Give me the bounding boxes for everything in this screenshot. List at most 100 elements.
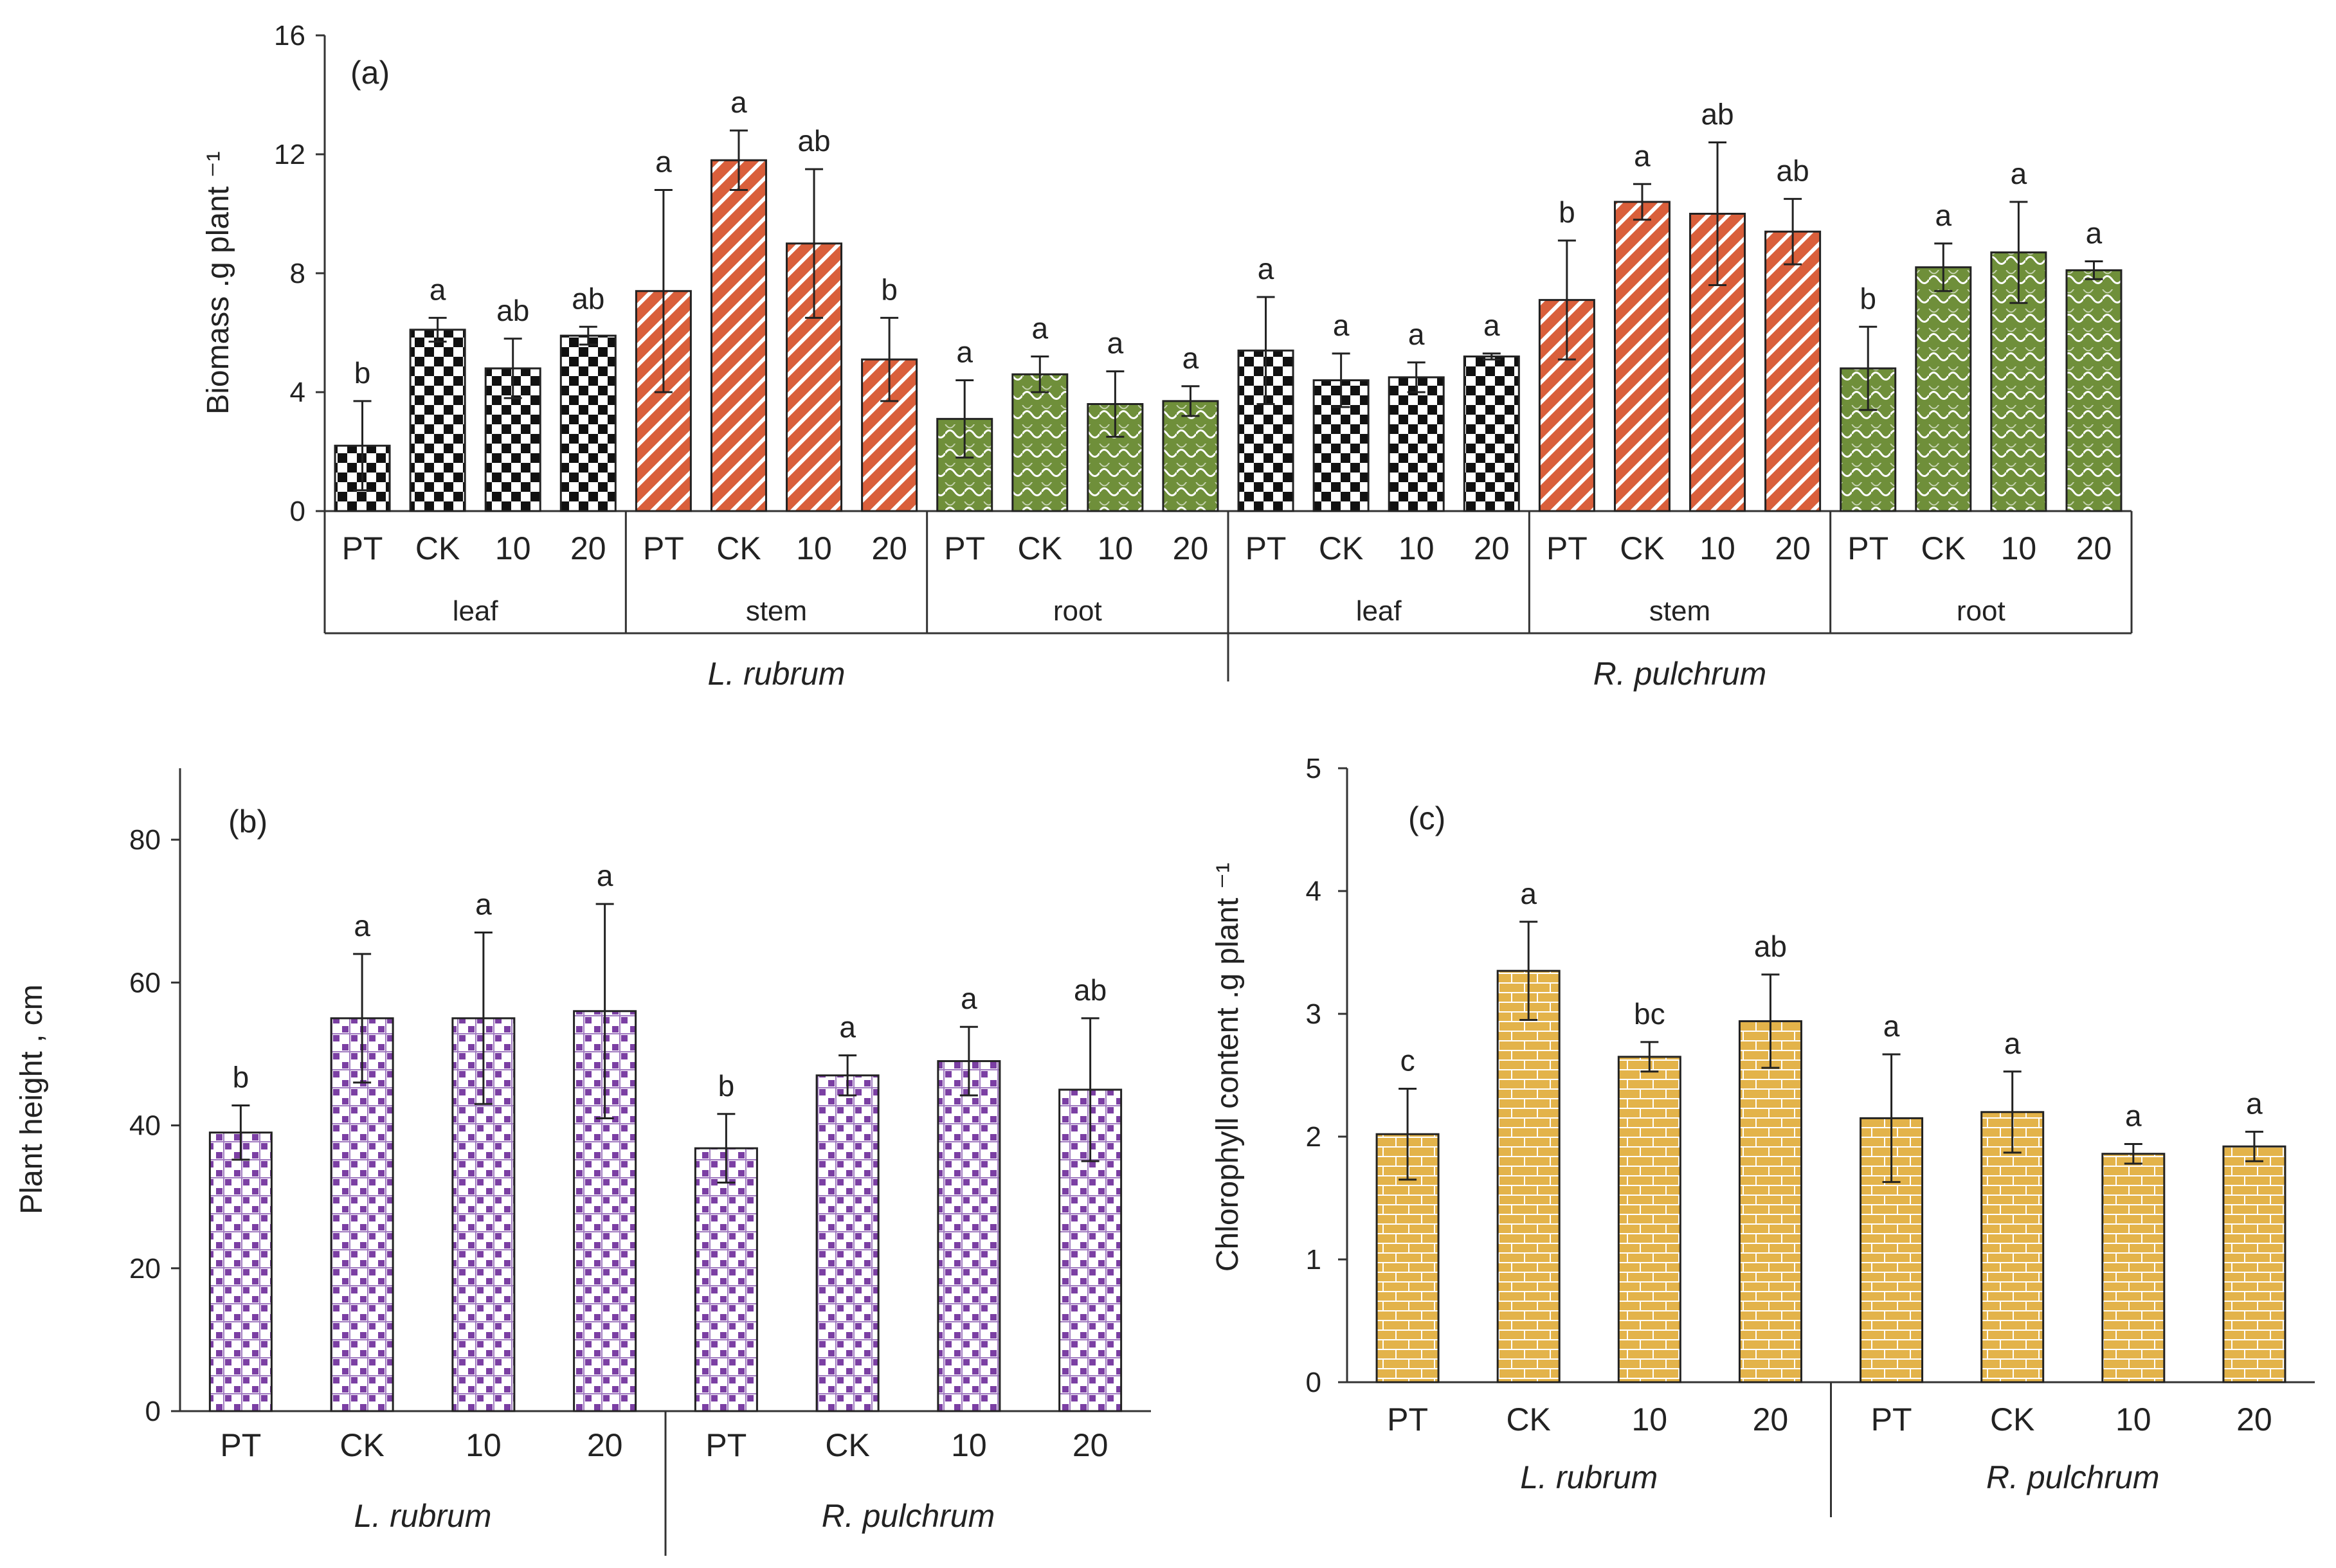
significance-letter: a xyxy=(1333,309,1350,342)
organ-label: root xyxy=(1053,595,1102,627)
x-category-label: CK xyxy=(1921,530,1966,566)
x-category-label: CK xyxy=(716,530,761,566)
bar xyxy=(710,159,767,512)
x-category-label: PT xyxy=(1871,1401,1912,1437)
x-category-label: 20 xyxy=(871,530,907,566)
bar xyxy=(1496,969,1561,1383)
organ-label: leaf xyxy=(453,595,499,627)
significance-letter: ab xyxy=(1754,930,1787,963)
organ-label: stem xyxy=(746,595,807,627)
x-category-label: 10 xyxy=(1699,530,1735,566)
significance-letter: a xyxy=(961,982,977,1015)
significance-letter: ab xyxy=(1777,154,1809,187)
organ-label: stem xyxy=(1649,595,1710,627)
significance-letter: a xyxy=(2004,1027,2021,1060)
x-category-label: 10 xyxy=(2001,530,2037,566)
significance-letter: a xyxy=(2086,217,2103,250)
bar xyxy=(208,1131,273,1412)
x-category-label: 20 xyxy=(2076,530,2112,566)
significance-letter: c xyxy=(1400,1044,1415,1077)
significance-letter: a xyxy=(1634,139,1651,172)
bar xyxy=(1613,201,1671,512)
x-category-label: PT xyxy=(705,1427,747,1463)
bar xyxy=(559,334,617,512)
panel-a: (a) Biomass .g plant ⁻¹ 0481216bPTaCKab1… xyxy=(201,20,2133,692)
x-category-label: 10 xyxy=(1098,530,1134,566)
significance-letter: a xyxy=(1483,309,1500,342)
bar xyxy=(1388,376,1445,512)
significance-letter: ab xyxy=(572,282,604,315)
significance-letter: a xyxy=(2125,1099,2142,1132)
significance-letter: b xyxy=(881,273,898,306)
panel-b-y-axis-label: Plant height , cm xyxy=(15,984,49,1214)
significance-letter: a xyxy=(475,888,492,921)
significance-letter: b xyxy=(233,1060,249,1094)
significance-letter: b xyxy=(1559,195,1575,229)
bar xyxy=(1375,1133,1440,1383)
x-category-label: 20 xyxy=(1753,1401,1789,1437)
bar xyxy=(815,1074,880,1412)
significance-letter: a xyxy=(354,909,370,942)
bar xyxy=(937,1060,1001,1412)
bar xyxy=(2101,1153,2166,1383)
x-category-label: PT xyxy=(1245,530,1287,566)
significance-letter: a xyxy=(1107,327,1124,360)
species-label: L. rubrum xyxy=(708,656,846,692)
x-category-label: 10 xyxy=(466,1427,502,1463)
significance-letter: a xyxy=(1935,199,1951,232)
species-label: L. rubrum xyxy=(354,1498,492,1534)
y-tick-label: 12 xyxy=(274,139,305,170)
x-category-label: 20 xyxy=(2236,1401,2272,1437)
panel-c: (c) Chlorophyll content .g plant ⁻¹ 0 1 2 3… xyxy=(1211,753,2315,1517)
significance-letter: a xyxy=(655,145,672,179)
y-tick-label: 60 xyxy=(129,967,161,998)
bar xyxy=(1764,230,1822,512)
panel-b-label: (b) xyxy=(228,804,267,840)
significance-letter: a xyxy=(839,1011,856,1044)
bar xyxy=(1463,356,1520,512)
panel-c-label: (c) xyxy=(1408,800,1445,836)
bar xyxy=(1162,400,1219,512)
bar xyxy=(484,367,541,512)
panel-a-y-axis-label: Biomass .g plant ⁻¹ xyxy=(201,151,235,415)
x-category-label: CK xyxy=(1620,530,1664,566)
species-label: R. pulchrum xyxy=(822,1498,995,1534)
significance-letter: a xyxy=(2246,1086,2263,1120)
panel-a-label: (a) xyxy=(350,55,390,91)
y-tick-label: 20 xyxy=(129,1253,161,1284)
significance-letter: ab xyxy=(496,294,529,327)
x-category-label: CK xyxy=(1506,1401,1550,1437)
y-tick-label: 3 xyxy=(1306,998,1321,1030)
y-tick-label: 2 xyxy=(1306,1121,1321,1153)
bar xyxy=(2222,1145,2286,1383)
x-category-label: PT xyxy=(944,530,985,566)
x-category-label: 20 xyxy=(587,1427,623,1463)
x-category-label: 10 xyxy=(796,530,832,566)
panel-b: (b) Plant height , cm 0 20 40 60 80 b PT a CK a 10… xyxy=(15,768,1151,1556)
bar xyxy=(409,329,466,512)
bar xyxy=(1011,373,1069,512)
significance-letter: a xyxy=(430,273,446,306)
organ-label: root xyxy=(1957,595,2006,627)
y-tick-label: 8 xyxy=(290,258,305,289)
significance-letter: a xyxy=(597,859,613,892)
significance-letter: a xyxy=(1520,877,1537,910)
x-category-label: PT xyxy=(1387,1401,1428,1437)
x-category-label: 10 xyxy=(1632,1401,1668,1437)
x-category-label: 20 xyxy=(1073,1427,1109,1463)
x-category-label: CK xyxy=(340,1427,384,1463)
x-category-label: 10 xyxy=(951,1427,987,1463)
species-label: R. pulchrum xyxy=(1593,656,1767,692)
x-category-label: CK xyxy=(415,530,460,566)
significance-letter: a xyxy=(1408,318,1425,351)
x-category-label: PT xyxy=(342,530,383,566)
x-category-label: PT xyxy=(1546,530,1588,566)
species-label: R. pulchrum xyxy=(1986,1459,2160,1495)
x-category-label: PT xyxy=(643,530,684,566)
significance-letter: ab xyxy=(1074,973,1107,1007)
significance-letter: a xyxy=(730,86,747,119)
x-category-label: CK xyxy=(825,1427,869,1463)
x-category-label: 20 xyxy=(1474,530,1510,566)
y-tick-label: 16 xyxy=(274,20,305,51)
significance-letter: a xyxy=(1883,1009,1900,1043)
